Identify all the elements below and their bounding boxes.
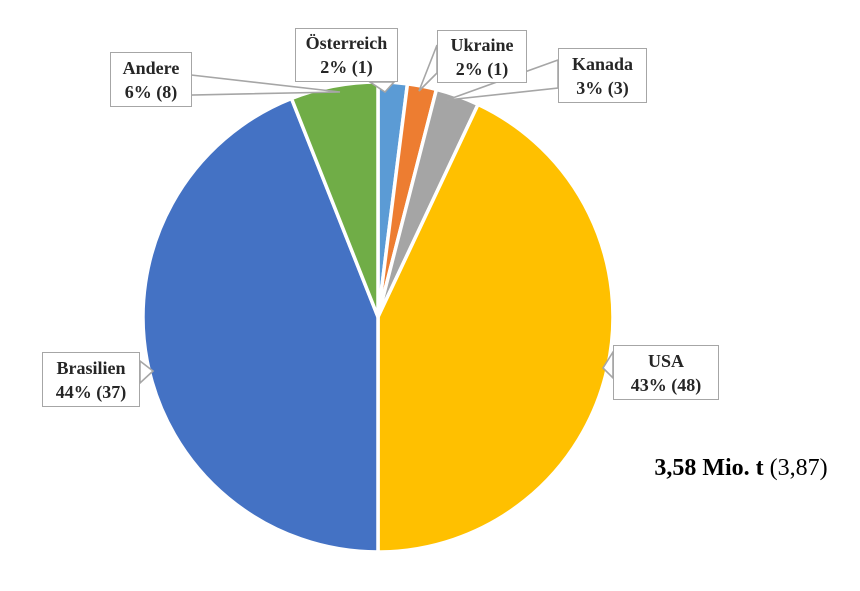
- pie-slice-brasilien: [141, 96, 380, 554]
- callout-usa: USA 43% (48): [613, 345, 719, 400]
- callout-kanada-value: 3% (3): [576, 77, 629, 98]
- callout-oesterreich-value: 2% (1): [320, 57, 373, 77]
- callout-pointer-brasilien: [139, 359, 155, 385]
- total-annotation: 3,58 Mio. t (3,87): [634, 452, 848, 484]
- callout-andere-label: Andere: [122, 57, 180, 78]
- callout-usa-value: 43% (48): [630, 374, 702, 395]
- total-annotation-regular: (3,87): [769, 455, 828, 481]
- callout-usa-label: USA: [647, 350, 684, 371]
- callout-kanada: Kanada 3% (3): [558, 48, 647, 103]
- pie-slices: [141, 80, 615, 554]
- callout-andere-value: 6% (8): [124, 81, 178, 102]
- callout-oesterreich-label: Österreich: [305, 33, 388, 53]
- callout-ukraine-label: Ukraine: [450, 34, 514, 55]
- callout-pointer-ukraine: [418, 44, 438, 92]
- callout-brasilien: Brasilien 44% (37): [42, 352, 140, 407]
- callout-ukraine-value: 2% (1): [455, 58, 509, 79]
- callout-pointer-oesterreich: [367, 81, 396, 94]
- callout-ukraine: Ukraine 2% (1): [437, 30, 527, 83]
- callout-oesterreich: Österreich 2% (1): [295, 28, 398, 82]
- callout-brasilien-label: Brasilien: [56, 357, 126, 378]
- callout-andere: Andere 6% (8): [110, 52, 192, 107]
- callout-brasilien-value: 44% (37): [55, 381, 127, 402]
- total-annotation-bold: 3,58 Mio. t: [654, 455, 764, 481]
- callout-kanada-label: Kanada: [571, 53, 634, 74]
